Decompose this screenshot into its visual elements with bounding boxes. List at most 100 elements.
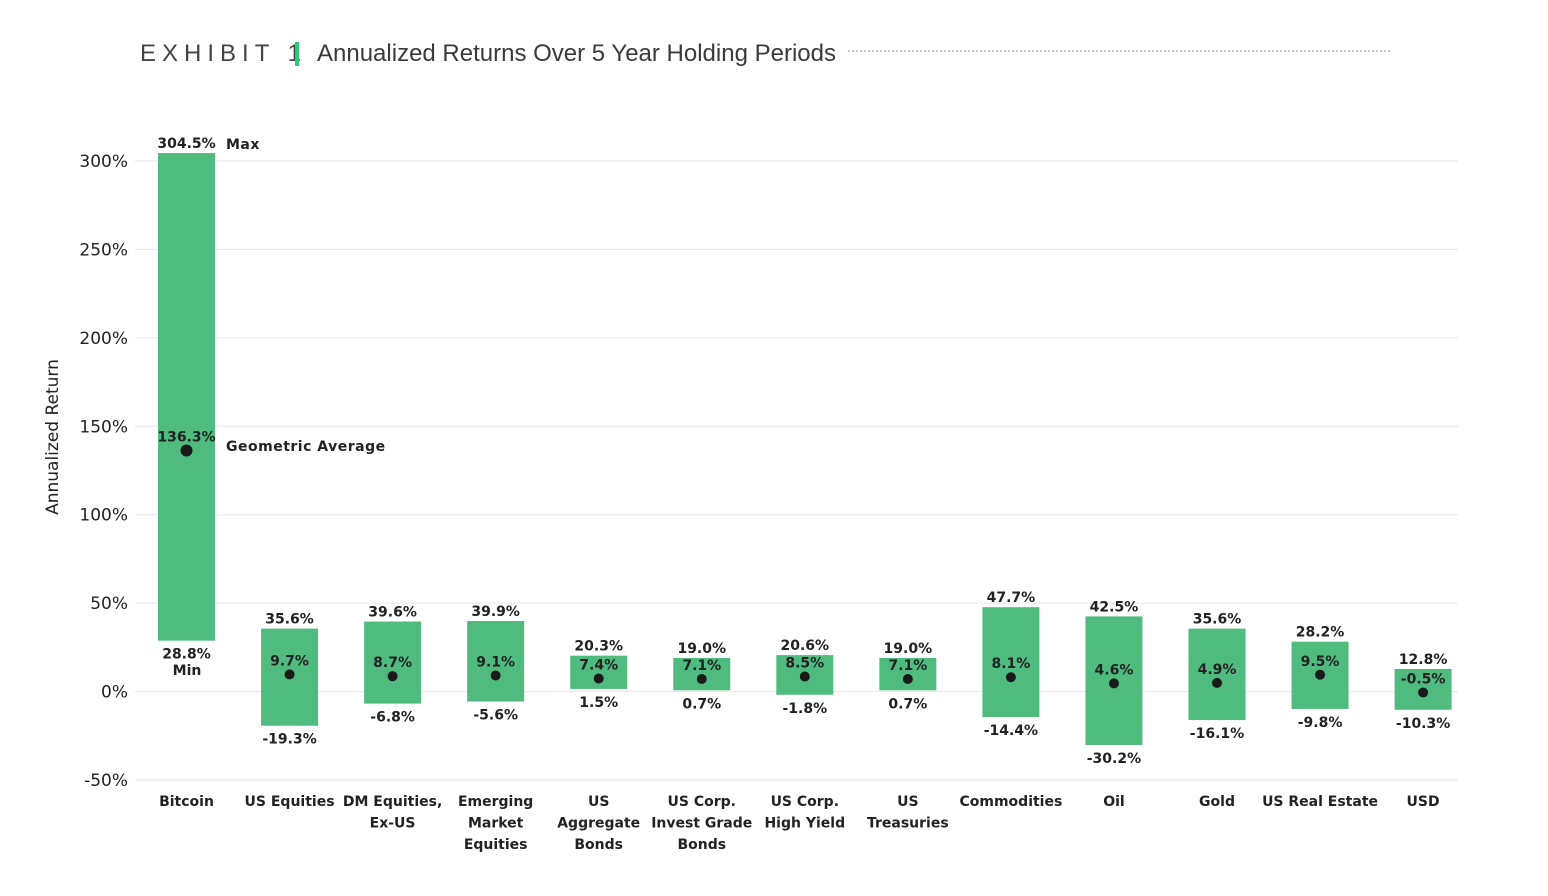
max-value-label: 35.6% xyxy=(1193,612,1242,628)
geometric-average-dot xyxy=(1005,672,1016,683)
average-value-label: 8.7% xyxy=(373,655,412,671)
max-value-label: 35.6% xyxy=(265,612,314,628)
average-value-label: 9.7% xyxy=(270,653,309,669)
min-value-label: -19.3% xyxy=(262,732,316,748)
min-value-label: -1.8% xyxy=(782,701,827,717)
y-tick-label: 0% xyxy=(101,683,128,703)
x-category-label: US xyxy=(897,794,918,810)
geometric-average-dot xyxy=(593,673,604,684)
x-category-label: Ex-US xyxy=(370,816,416,832)
range-bar xyxy=(467,621,525,702)
annotations: Max Geometric Average Min xyxy=(173,137,386,679)
max-value-label: 47.7% xyxy=(987,590,1036,606)
exhibit-label: EXHIBIT 1 xyxy=(140,40,307,67)
range-bar xyxy=(1188,628,1246,721)
average-value-label: 7.4% xyxy=(579,657,618,673)
geometric-average-dot xyxy=(180,444,193,457)
x-category-label: Treasuries xyxy=(867,816,949,832)
x-category-label: Bonds xyxy=(574,837,623,853)
title-accent-bar xyxy=(295,42,299,66)
geometric-average-dot xyxy=(696,674,707,685)
x-category-label: US Real Estate xyxy=(1262,794,1378,810)
average-value-label: 8.1% xyxy=(991,656,1030,672)
max-value-label: 304.5% xyxy=(157,136,215,152)
geometric-average-dot xyxy=(387,671,398,682)
x-category-label: US Corp. xyxy=(668,794,736,810)
x-category-label: Invest Grade xyxy=(651,816,752,832)
y-tick-label: 250% xyxy=(79,240,128,260)
x-category-label: Commodities xyxy=(959,794,1062,810)
x-category-label: Equities xyxy=(464,837,528,853)
min-value-label: -30.2% xyxy=(1087,751,1141,767)
min-value-label: -5.6% xyxy=(473,707,518,723)
y-tick-label: 150% xyxy=(79,417,128,437)
bars xyxy=(158,153,1452,745)
y-axis-ticks: -50% 0% 50% 100% 150% 200% 250% 300% xyxy=(79,152,128,791)
min-value-label: 0.7% xyxy=(682,696,721,712)
y-tick-label: -50% xyxy=(84,771,128,791)
x-category-label: USD xyxy=(1407,794,1440,810)
max-value-label: 39.9% xyxy=(471,604,520,620)
geometric-average-dot xyxy=(1418,687,1429,698)
x-category-label: Emerging xyxy=(458,794,533,810)
average-value-label: 7.1% xyxy=(682,658,721,674)
range-bar xyxy=(982,607,1040,718)
geometric-average-dot xyxy=(902,674,913,685)
x-category-label: High Yield xyxy=(764,816,845,832)
x-category-label: US Equities xyxy=(245,794,335,810)
average-value-label: 8.5% xyxy=(785,656,824,672)
x-category-label: US Corp. xyxy=(771,794,839,810)
title-dotted-rule xyxy=(848,50,1390,52)
average-value-label: 9.5% xyxy=(1301,654,1340,670)
y-tick-label: 50% xyxy=(90,594,128,614)
x-category-label: Bonds xyxy=(677,837,726,853)
geometric-average-dot xyxy=(1315,669,1326,680)
range-bar xyxy=(364,621,422,704)
max-annotation: Max xyxy=(226,137,260,153)
average-value-label: 7.1% xyxy=(888,658,927,674)
range-bar xyxy=(158,153,215,641)
y-tick-label: 100% xyxy=(79,506,128,526)
geometric-average-annotation: Geometric Average xyxy=(226,439,386,455)
max-value-label: 20.3% xyxy=(574,639,623,655)
min-value-label: -14.4% xyxy=(984,723,1038,739)
max-value-label: 42.5% xyxy=(1090,599,1139,615)
y-tick-label: 300% xyxy=(79,152,128,172)
x-category-label: DM Equities, xyxy=(343,794,442,810)
min-value-label: -16.1% xyxy=(1190,726,1244,742)
x-category-label: Bitcoin xyxy=(159,794,214,810)
min-value-label: -9.8% xyxy=(1298,715,1343,731)
max-value-label: 12.8% xyxy=(1399,652,1448,668)
chart-header: EXHIBIT 1 Annualized Returns Over 5 Year… xyxy=(140,38,1400,72)
x-category-label: Market xyxy=(468,816,524,832)
max-value-label: 39.6% xyxy=(368,605,417,621)
geometric-average-dot xyxy=(284,669,295,680)
max-value-label: 20.6% xyxy=(781,638,830,654)
x-category-label: Oil xyxy=(1103,794,1125,810)
min-annotation: Min xyxy=(173,663,202,679)
geometric-average-dot xyxy=(1212,677,1222,688)
max-value-label: 19.0% xyxy=(884,641,933,657)
average-value-label: 9.1% xyxy=(476,654,515,670)
average-value-label: 4.9% xyxy=(1198,662,1237,678)
value-labels: 304.5% 28.8% 136.3% 35.6% -19.3% 9.7% 39.6% -6.… xyxy=(157,136,1450,767)
geometric-average-dot xyxy=(490,670,501,681)
min-value-label: -10.3% xyxy=(1396,716,1450,732)
geometric-average-dot xyxy=(799,671,810,682)
y-axis-label: Annualized Return xyxy=(43,359,63,515)
y-tick-label: 200% xyxy=(79,329,128,349)
average-value-label: 4.6% xyxy=(1095,662,1134,678)
min-value-label: -6.8% xyxy=(370,710,415,726)
x-category-label: Aggregate xyxy=(557,816,640,832)
x-category-label: Gold xyxy=(1199,794,1235,810)
x-category-label: US xyxy=(588,794,609,810)
max-value-label: 28.2% xyxy=(1296,625,1345,641)
geometric-average-dot xyxy=(1108,678,1119,689)
min-value-label: 0.7% xyxy=(888,696,927,712)
chart-title: Annualized Returns Over 5 Year Holding P… xyxy=(317,40,836,67)
x-axis-categories: Bitcoin US Equities DM Equities, Ex-US Emerg… xyxy=(159,794,1440,853)
min-value-label: 28.8% xyxy=(162,647,211,663)
max-value-label: 19.0% xyxy=(677,641,726,657)
min-value-label: 1.5% xyxy=(579,695,618,711)
